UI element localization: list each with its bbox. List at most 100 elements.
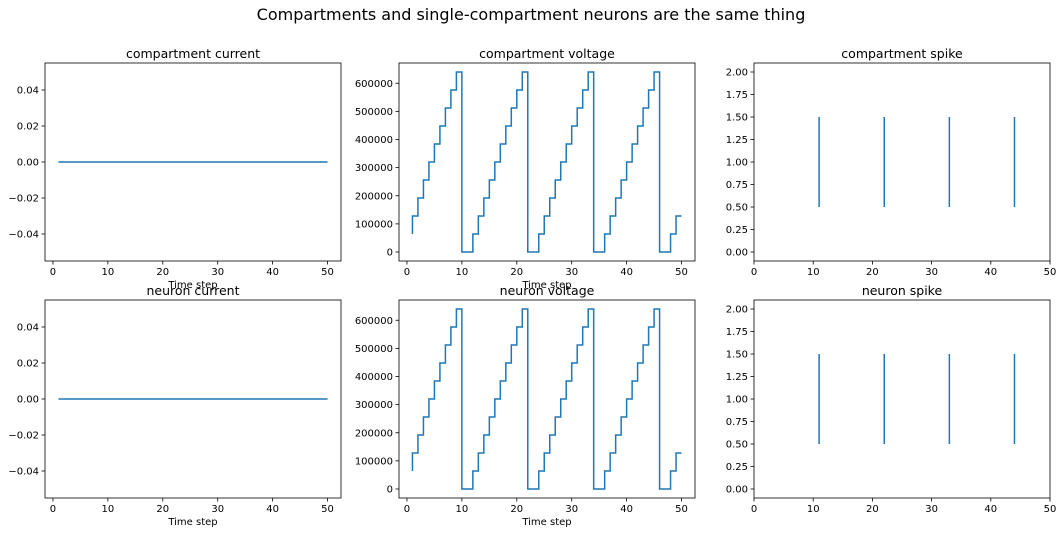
y-tick-label: 0.02 — [17, 122, 39, 133]
y-tick-label: −0.04 — [8, 230, 39, 241]
y-tick-label: 0.04 — [17, 86, 39, 97]
x-tick-label: 40 — [620, 504, 633, 515]
y-tick-label: 100000 — [355, 219, 393, 230]
y-tick-label: 0 — [387, 248, 393, 259]
panel-title: neuron voltage — [500, 283, 595, 298]
axes-frame — [398, 62, 696, 262]
subplot-compartment-current: compartment current 0 10 20 30 40 50 −0.04 −0.02… — [8, 46, 342, 291]
x-tick-label: 0 — [404, 504, 410, 515]
x-tick-label: 20 — [156, 267, 169, 278]
y-tick-label: 1.50 — [726, 350, 748, 361]
subplot-compartment-spike: compartment spike 0 10 20 30 40 50 0.00 0.25 0.50… — [726, 46, 1057, 278]
x-axis-label: Time step — [521, 517, 571, 528]
y-tick-label: 500000 — [355, 344, 393, 355]
panel-title: compartment voltage — [479, 46, 615, 61]
x-tick-label: 20 — [510, 267, 523, 278]
y-tick-label: 0.50 — [726, 203, 748, 214]
x-tick-label: 40 — [620, 267, 633, 278]
panel-title: compartment current — [126, 46, 260, 61]
y-tick-label: 1.25 — [726, 372, 748, 383]
y-tick-label: 500000 — [355, 107, 393, 118]
y-tick-label: 300000 — [355, 400, 393, 411]
y-tick-label: 200000 — [355, 428, 393, 439]
y-tick-label: −0.02 — [8, 431, 39, 442]
subplot-neuron-spike: neuron spike 0 10 20 30 40 50 0.00 0.25 0.50 0.75 1… — [726, 283, 1057, 515]
x-tick-label: 50 — [321, 267, 334, 278]
x-tick-label: 20 — [866, 504, 879, 515]
x-tick-label: 10 — [102, 504, 115, 515]
x-tick-label: 40 — [266, 504, 279, 515]
x-tick-label: 0 — [751, 267, 757, 278]
x-tick-label: 0 — [751, 504, 757, 515]
x-tick-label: 10 — [456, 267, 469, 278]
x-tick-label: 30 — [925, 267, 938, 278]
y-tick-label: 400000 — [355, 372, 393, 383]
x-tick-label: 50 — [321, 504, 334, 515]
series-line — [411, 71, 682, 253]
y-tick-label: 400000 — [355, 135, 393, 146]
panel-title: neuron spike — [862, 283, 943, 298]
y-tick-label: 0.25 — [726, 462, 748, 473]
y-tick-label: 0.00 — [17, 395, 39, 406]
y-tick-label: 0.04 — [17, 323, 39, 334]
y-tick-label: 0 — [387, 485, 393, 496]
axes-frame — [398, 299, 696, 499]
x-tick-label: 10 — [807, 504, 820, 515]
subplot-neuron-voltage: neuron voltage 0 10 20 30 40 50 0 100000 200000 30… — [355, 283, 696, 528]
x-tick-label: 40 — [984, 504, 997, 515]
x-axis-label: Time step — [167, 280, 217, 291]
y-tick-label: 0.02 — [17, 359, 39, 370]
y-tick-label: −0.02 — [8, 194, 39, 205]
y-tick-label: 1.50 — [726, 113, 748, 124]
y-tick-label: 2.00 — [726, 68, 748, 79]
y-tick-label: 0.75 — [726, 180, 748, 191]
y-tick-label: 0.75 — [726, 417, 748, 428]
x-tick-label: 20 — [866, 267, 879, 278]
subplot-grid: compartment current 0 10 20 30 40 50 −0.04 −0.02… — [8, 46, 1056, 528]
x-tick-label: 10 — [102, 267, 115, 278]
y-tick-label: 300000 — [355, 163, 393, 174]
y-tick-label: 1.75 — [726, 327, 748, 338]
x-tick-label: 50 — [675, 504, 688, 515]
y-tick-label: 0.50 — [726, 440, 748, 451]
x-axis-label: Time step — [521, 280, 571, 291]
x-tick-label: 0 — [50, 267, 56, 278]
axes-frame — [753, 299, 1051, 499]
x-tick-label: 30 — [925, 504, 938, 515]
x-tick-label: 50 — [675, 267, 688, 278]
y-tick-label: 1.25 — [726, 135, 748, 146]
x-tick-label: 40 — [984, 267, 997, 278]
y-tick-label: 200000 — [355, 191, 393, 202]
subplot-compartment-voltage: compartment voltage 0 10 20 30 40 50 0 100000 200… — [355, 46, 696, 291]
y-tick-label: 100000 — [355, 456, 393, 467]
y-tick-label: 1.00 — [726, 158, 748, 169]
y-tick-label: −0.04 — [8, 467, 39, 478]
x-tick-label: 10 — [807, 267, 820, 278]
x-tick-label: 0 — [50, 504, 56, 515]
panel-title: neuron current — [146, 283, 239, 298]
x-tick-label: 40 — [266, 267, 279, 278]
x-tick-label: 30 — [565, 504, 578, 515]
series-line — [411, 308, 682, 490]
y-tick-label: 0.00 — [17, 158, 39, 169]
x-tick-label: 30 — [565, 267, 578, 278]
x-tick-label: 50 — [1044, 267, 1057, 278]
x-axis-label: Time step — [167, 517, 217, 528]
y-tick-label: 0.00 — [726, 485, 748, 496]
y-tick-label: 2.00 — [726, 305, 748, 316]
y-tick-label: 1.00 — [726, 395, 748, 406]
x-tick-label: 50 — [1044, 504, 1057, 515]
axes-frame — [753, 62, 1051, 262]
x-tick-label: 30 — [211, 504, 224, 515]
x-tick-label: 30 — [211, 267, 224, 278]
x-tick-label: 0 — [404, 267, 410, 278]
x-tick-label: 10 — [456, 504, 469, 515]
panel-title: compartment spike — [841, 46, 963, 61]
y-tick-label: 1.75 — [726, 90, 748, 101]
y-tick-label: 0.00 — [726, 248, 748, 259]
x-tick-label: 20 — [510, 504, 523, 515]
y-tick-label: 600000 — [355, 316, 393, 327]
figure-suptitle: Compartments and single-compartment neur… — [257, 5, 806, 24]
y-tick-label: 0.25 — [726, 225, 748, 236]
